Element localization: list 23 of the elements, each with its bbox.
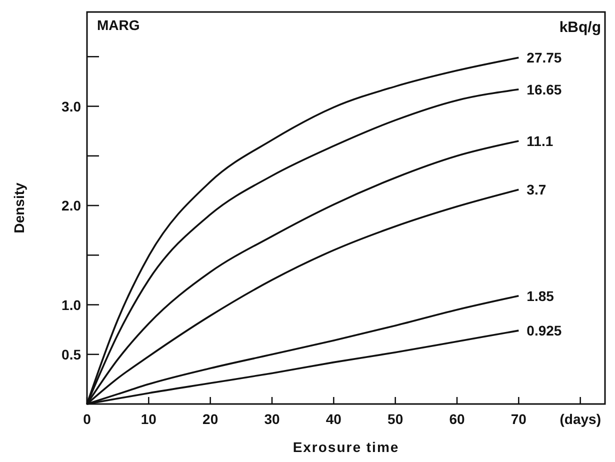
series-label: 1.85 <box>526 288 554 304</box>
x-tick-label: 0 <box>83 411 92 427</box>
x-tick-label: 20 <box>202 411 218 427</box>
series-label: 3.7 <box>526 182 546 198</box>
series-label: 0.925 <box>526 322 562 339</box>
annotation: MARG <box>97 17 140 33</box>
y-tick-label: 2.0 <box>62 198 82 214</box>
x-tick-label: 60 <box>449 411 465 427</box>
y-tick-label: 3.0 <box>62 98 82 114</box>
y-tick-label: 0.5 <box>62 346 82 362</box>
x-tick-label: 30 <box>264 411 280 427</box>
x-tick-label: 50 <box>388 411 404 427</box>
series-label: 11.1 <box>526 133 554 150</box>
x-tick-label: 10 <box>140 411 157 427</box>
series-label: 16.65 <box>526 81 562 98</box>
x-axis-title: Exrosure time <box>292 439 400 455</box>
x-tick-label: 40 <box>326 411 342 427</box>
text: (days) <box>560 411 601 427</box>
series-label: 27.75 <box>526 50 562 66</box>
y-tick-label: 1.0 <box>62 296 82 313</box>
legend-title: kBq/g <box>559 19 601 36</box>
y-axis-title: Density <box>11 182 27 234</box>
x-tick-label: 70 <box>510 411 527 427</box>
